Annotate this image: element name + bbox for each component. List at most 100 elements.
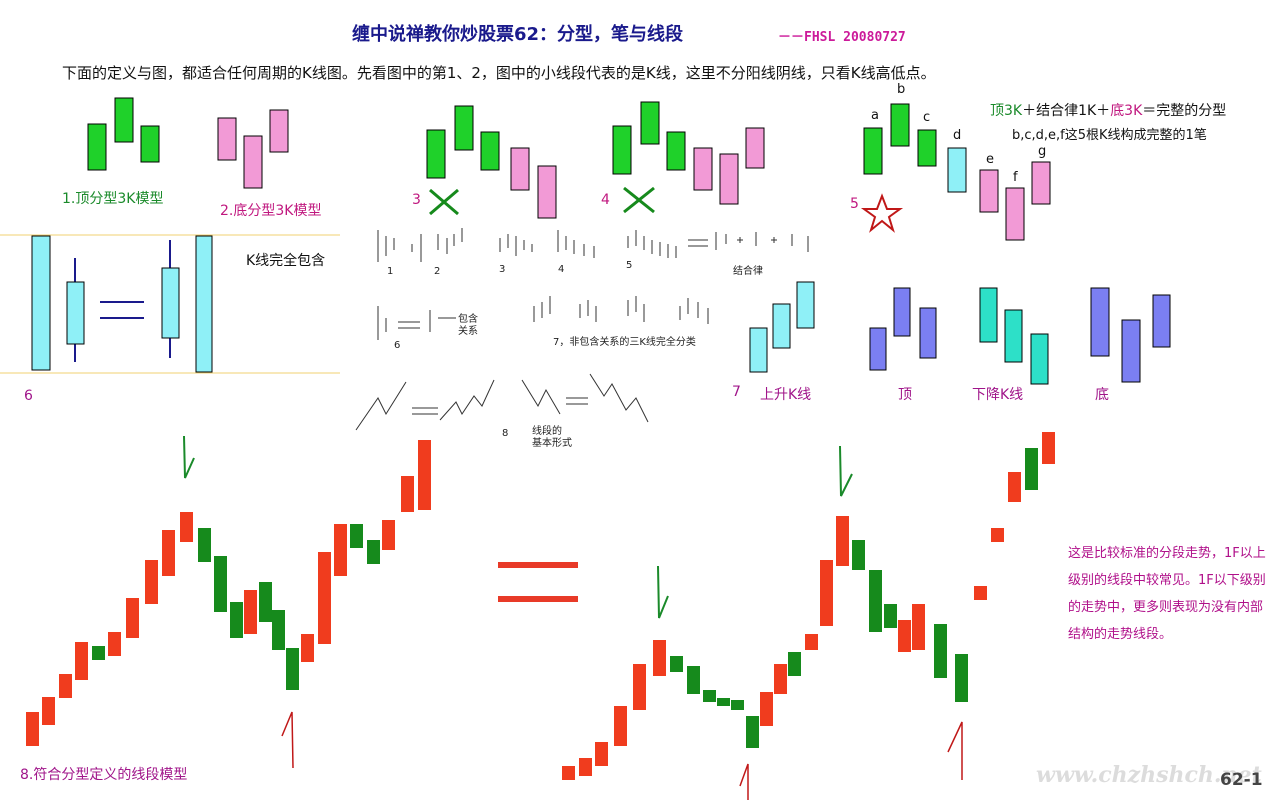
fig6-kline-outer-left — [31, 235, 51, 371]
left-chart-candle-22 — [382, 520, 395, 550]
fig8-form-a: 线段的 — [532, 426, 562, 437]
fig8-bottom-label: 8.符合分型定义的线段模型 — [20, 767, 188, 783]
fig5-letter-a: a — [871, 108, 879, 123]
left-chart-candle-21 — [367, 540, 380, 564]
fig5-kline-e — [979, 169, 999, 213]
fig7-rise-label: 上升K线 — [760, 387, 812, 403]
right-chart-candle-29 — [1042, 432, 1055, 464]
fig4-kline-6 — [745, 127, 765, 169]
right-chart-bottom-arrow-icon — [739, 763, 749, 800]
fig4-kline-5 — [719, 153, 739, 205]
right-chart-candle-20 — [884, 604, 897, 628]
left-chart-candle-23 — [401, 476, 414, 512]
left-chart-candle-24 — [418, 440, 431, 510]
right-chart-candle-25 — [974, 586, 987, 600]
fig4-cross-b — [623, 186, 655, 214]
right-chart-candle-24 — [955, 654, 968, 702]
right-chart-candle-2 — [595, 742, 608, 766]
left-chart-candle-11 — [214, 556, 227, 612]
right-chart-candle-7 — [687, 666, 700, 694]
fig7-top-3 — [919, 307, 937, 359]
title-author-date: －－FHSL 20080727 — [778, 30, 906, 45]
left-chart-candle-15 — [272, 610, 285, 650]
formula-join: ＋结合律1K＋ — [1022, 103, 1111, 119]
fig3-kline-4 — [510, 147, 530, 191]
left-chart-candle-1 — [42, 697, 55, 725]
fig4-kline-2 — [640, 101, 660, 145]
right-chart-candle-13 — [774, 664, 787, 694]
standard-segment-note: 这是比较标准的分段走势，1F以上级别的线段中较常见。1F以下级别的走势中，更多则… — [1068, 546, 1266, 642]
watermark: www.chzhshch.net — [1036, 762, 1262, 788]
right-chart-candle-14 — [788, 652, 801, 676]
fig5-kline-f — [1005, 187, 1025, 241]
right-chart-candle-18 — [852, 540, 865, 570]
fig2-label: 2.底分型3K模型 — [220, 203, 322, 219]
fig5-letter-g: g — [1038, 144, 1047, 159]
right-chart-candle-12 — [760, 692, 773, 726]
left-chart-candle-10 — [198, 528, 211, 562]
fig7-fall-1 — [979, 287, 998, 343]
left-chart-candle-5 — [108, 632, 121, 656]
page-title: 缠中说禅教你炒股票62：分型，笔与线段 — [352, 24, 684, 45]
left-chart-candle-20 — [350, 524, 363, 548]
right-chart-candle-9 — [717, 698, 730, 706]
fig1-kline-right — [140, 125, 160, 163]
mini-assoc-label: 结合律 — [733, 266, 763, 277]
page-number: 62-1 — [1220, 770, 1263, 790]
right-chart-candle-6 — [670, 656, 683, 672]
fig3-kline-2 — [454, 105, 474, 151]
fig4-number: 4 — [601, 192, 610, 208]
right-chart-candle-11 — [746, 716, 759, 748]
formula-result: ＝完整的分型 — [1142, 103, 1227, 119]
right-chart-candle-22 — [912, 604, 925, 650]
fig2-kline-right — [269, 109, 289, 153]
left-chart-candle-4 — [92, 646, 105, 660]
fig5-letter-e: e — [986, 152, 994, 167]
fig6-kline-inner-right — [161, 267, 180, 339]
fig7-fall-label: 下降K线 — [972, 387, 1024, 403]
mini-num-3: 3 — [499, 264, 506, 275]
fig4-kline-3 — [666, 131, 686, 171]
left-chart-candle-13 — [244, 590, 257, 634]
fig3-kline-5 — [537, 165, 557, 219]
fig5-kline-c — [917, 129, 937, 167]
fig8-zigzag-1 — [355, 381, 407, 431]
left-chart-candle-2 — [59, 674, 72, 698]
right-chart-candle-3 — [614, 706, 627, 746]
left-chart-bottom-arrow-icon — [281, 711, 294, 769]
mini-include-a: 包含 — [458, 314, 478, 325]
fig3-kline-3 — [480, 131, 500, 171]
fig6-kline-inner-left — [66, 281, 85, 345]
fig5-kline-d — [947, 147, 967, 193]
formula-top3k: 顶3K — [990, 103, 1023, 119]
fig8-zigzag-4 — [589, 373, 649, 423]
fig7-top-1 — [869, 327, 887, 371]
fig3-cross-b — [429, 188, 459, 216]
fig5-letter-f: f — [1013, 170, 1018, 185]
chart-equals-top — [498, 562, 578, 568]
right-chart-second-top-arrow-icon — [839, 445, 853, 497]
right-chart-candle-19 — [869, 570, 882, 632]
left-chart-candle-6 — [126, 598, 139, 638]
fig8-zigzag-2 — [439, 379, 495, 421]
right-chart-first-top-arrow-icon — [657, 565, 669, 619]
fig5-letter-c: c — [923, 110, 931, 125]
fig7-rise-1 — [749, 327, 768, 373]
right-chart-candle-5 — [653, 640, 666, 676]
fig7-fall-3 — [1030, 333, 1049, 385]
chart-equals-bottom — [498, 596, 578, 602]
right-chart-candle-10 — [731, 700, 744, 710]
fig3-number: 3 — [412, 192, 421, 208]
fig5-star-icon — [860, 193, 904, 233]
left-chart-candle-9 — [180, 512, 193, 542]
fig3-kline-1 — [426, 129, 446, 179]
right-chart-candle-17 — [836, 516, 849, 566]
fig5-number: 5 — [850, 196, 859, 212]
fig7-bottom-label: 底 — [1095, 387, 1109, 403]
fig7-top-2 — [893, 287, 911, 337]
fig5-letter-b: b — [897, 82, 906, 97]
right-chart-candle-21 — [898, 620, 911, 652]
right-chart-candle-15 — [805, 634, 818, 650]
fig5-kline-a — [863, 127, 883, 175]
